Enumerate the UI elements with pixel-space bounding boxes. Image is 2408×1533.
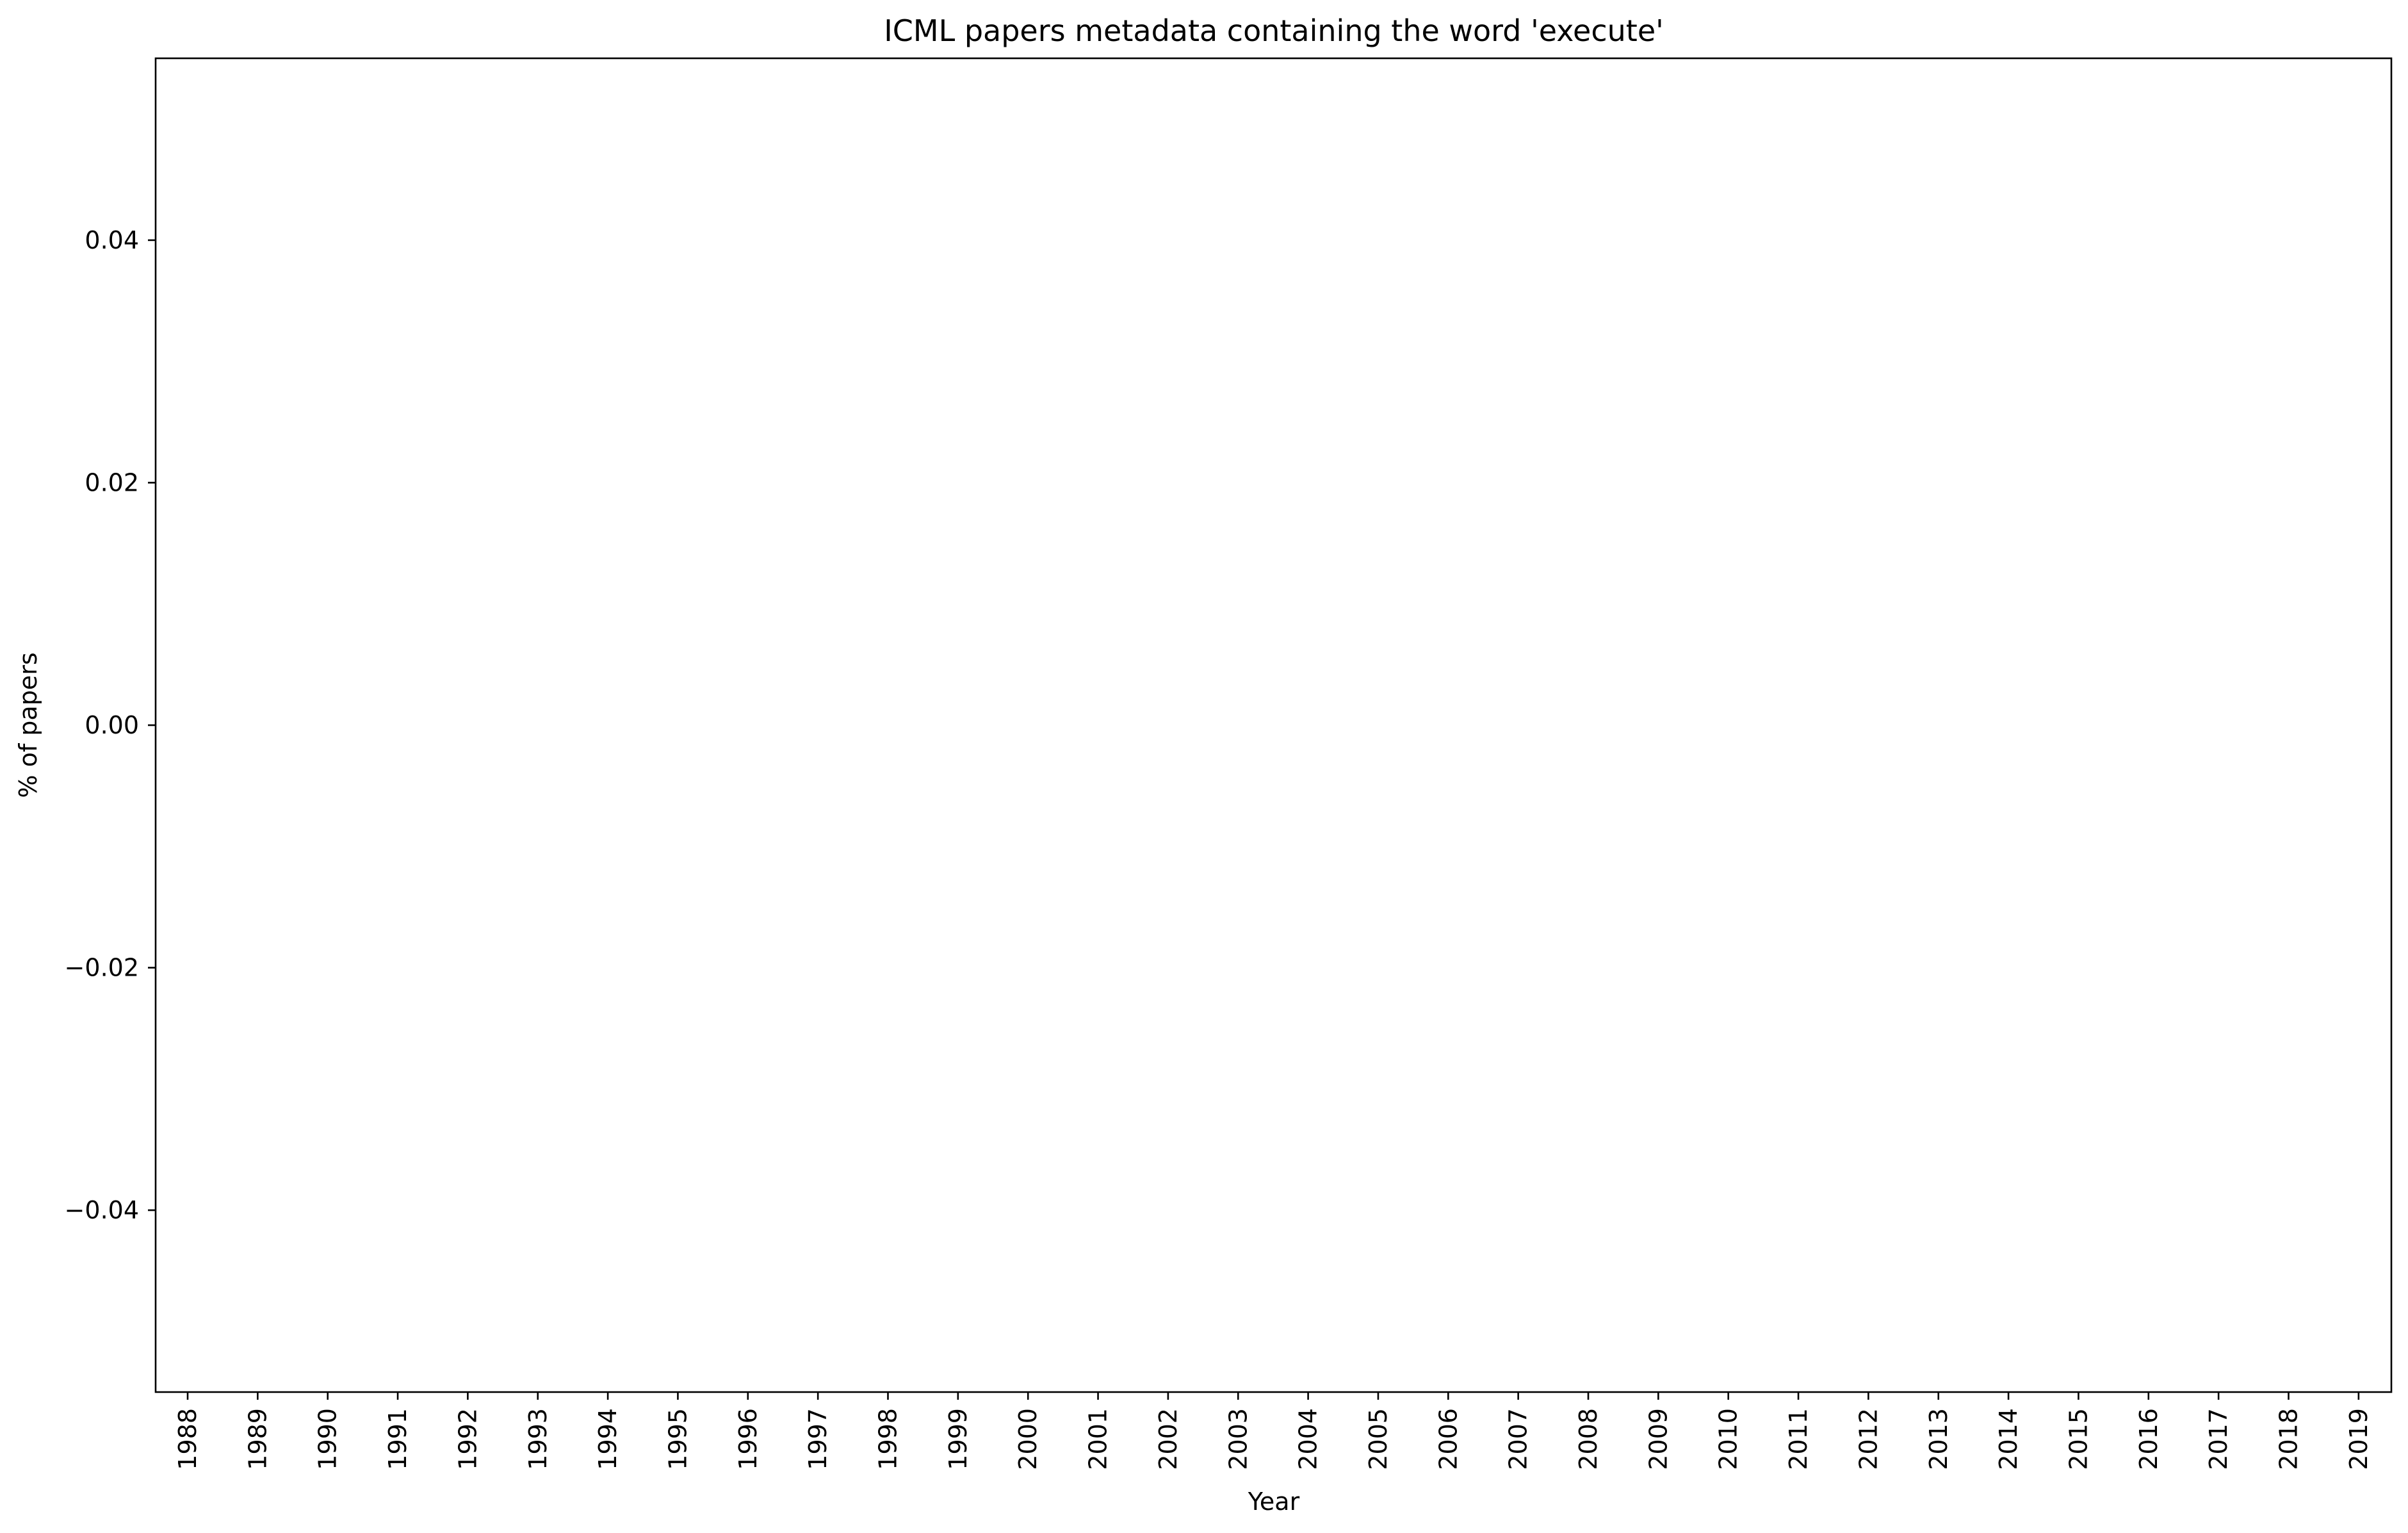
- y-tick-label: −0.02: [65, 954, 139, 982]
- x-tick-label: 1994: [594, 1408, 622, 1470]
- x-tick-label: 1989: [243, 1408, 272, 1470]
- x-tick-label: 2011: [1784, 1408, 1812, 1470]
- y-axis: 0.04 0.02 0.00 −0.02 −0.04: [65, 226, 156, 1224]
- x-tick-label: 2015: [2064, 1408, 2092, 1470]
- x-tick-label: 1996: [734, 1408, 762, 1470]
- x-tick-label: 2002: [1154, 1408, 1182, 1470]
- y-axis-label: % of papers: [14, 652, 42, 798]
- x-tick-label: 2016: [2135, 1408, 2163, 1470]
- x-tick-label: 2003: [1224, 1408, 1252, 1470]
- x-tick-label: 1995: [663, 1408, 692, 1470]
- x-tick-label: 2009: [1644, 1408, 1672, 1470]
- x-tick-label: 1992: [453, 1408, 482, 1470]
- x-axis-label: Year: [1248, 1488, 1300, 1516]
- x-tick-label: 1990: [314, 1408, 342, 1470]
- x-axis: 1988 1989 1990 1991 1992 1993 1994 1995 1996 1997…: [174, 1392, 2373, 1470]
- x-tick-label: 2017: [2204, 1408, 2233, 1470]
- x-tick-label: 1988: [174, 1408, 202, 1470]
- x-tick-label: 2005: [1364, 1408, 1392, 1470]
- x-tick-label: 1997: [804, 1408, 832, 1470]
- chart-title: ICML papers metadata containing the word…: [884, 13, 1664, 48]
- x-tick-label: 1991: [384, 1408, 412, 1470]
- x-tick-label: 1998: [874, 1408, 902, 1470]
- x-tick-label: 2012: [1854, 1408, 1882, 1470]
- y-tick-label: 0.02: [85, 468, 139, 496]
- plot-area-frame: [154, 57, 2393, 1393]
- x-tick-label: 1993: [524, 1408, 552, 1470]
- x-tick-label: 2013: [1924, 1408, 1953, 1470]
- y-tick-label: 0.00: [85, 711, 139, 739]
- x-tick-label: 2008: [1574, 1408, 1602, 1470]
- x-tick-label: 2000: [1014, 1408, 1042, 1470]
- x-tick-label: 2019: [2345, 1408, 2373, 1470]
- x-tick-label: 2007: [1504, 1408, 1533, 1470]
- y-tick-label: −0.04: [65, 1196, 139, 1224]
- x-tick-label: 2014: [1994, 1408, 2022, 1470]
- x-tick-label: 2010: [1714, 1408, 1743, 1470]
- x-tick-label: 2018: [2275, 1408, 2303, 1470]
- x-tick-label: 1999: [944, 1408, 972, 1470]
- x-tick-label: 2006: [1434, 1408, 1462, 1470]
- x-tick-label: 2004: [1294, 1408, 1322, 1470]
- y-tick-label: 0.04: [85, 226, 139, 254]
- x-tick-label: 2001: [1084, 1408, 1112, 1470]
